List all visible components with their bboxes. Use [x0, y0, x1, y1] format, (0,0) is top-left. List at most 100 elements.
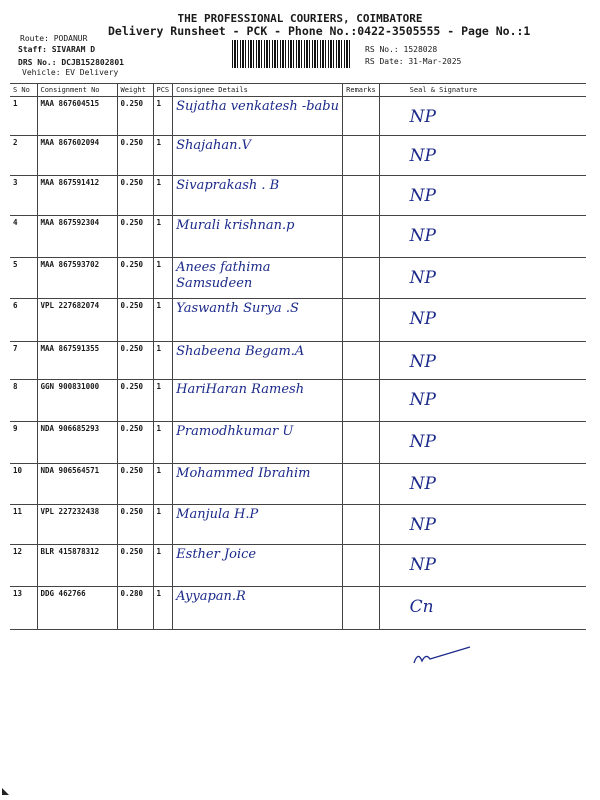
serial-number: 5	[10, 257, 37, 299]
signature: NP	[378, 96, 586, 136]
consignment-number: MAA 867592304	[36, 215, 117, 258]
consignee-name: Ayyapan.R	[172, 586, 343, 630]
drs-number: DRS No.: DCJB152802801	[18, 58, 124, 67]
signature: NP	[378, 257, 586, 299]
table-row: 9 NDA 906685293 0.250 1 Pramodhkumar U NP	[10, 421, 586, 464]
col-consignment: Consignment No	[36, 83, 117, 97]
signature: NP	[378, 379, 586, 422]
consignee-name: Sivaprakash . B	[172, 175, 343, 216]
table-row: 10 NDA 906564571 0.250 1 Mohammed Ibrahim NP	[10, 463, 586, 505]
rs-number: RS No.: 1528028	[365, 45, 438, 54]
table-row: 5 MAA 867593702 0.250 1 Anees fathima Samsud…	[10, 257, 586, 299]
serial-number: 4	[10, 215, 37, 258]
consignment-number: DDG 462766	[36, 586, 117, 630]
table-row: 6 VPL 227682074 0.250 1 Yaswanth Surya .S NP	[10, 298, 586, 342]
weight: 0.250	[116, 379, 153, 422]
serial-number: 7	[10, 341, 37, 380]
signature: NP	[378, 215, 586, 258]
consignment-number: MAA 867604515	[36, 96, 117, 136]
serial-number: 1	[10, 96, 37, 136]
consignment-number: VPL 227682074	[36, 298, 117, 342]
consignment-number: MAA 867591355	[36, 341, 117, 380]
consignment-number: MAA 867591412	[36, 175, 117, 216]
table-row: 7 MAA 867591355 0.250 1 Shabeena Begam.A NP	[10, 341, 586, 380]
company-title: THE PROFESSIONAL COURIERS, COIMBATORE	[177, 12, 423, 25]
signature: NP	[378, 544, 586, 587]
corner-mark	[2, 788, 9, 795]
serial-number: 3	[10, 175, 37, 216]
consignment-number: MAA 867593702	[36, 257, 117, 299]
remarks	[342, 135, 380, 176]
table-row: 8 GGN 900831000 0.250 1 HariHaran Ramesh NP	[10, 379, 586, 422]
consignee-name: Shabeena Begam.A	[172, 341, 343, 380]
serial-number: 2	[10, 135, 37, 176]
table-header: S No Consignment No Weight PCS Consignee…	[10, 83, 586, 97]
signature: NP	[378, 421, 586, 464]
remarks	[342, 544, 380, 587]
weight: 0.250	[116, 135, 153, 176]
consignment-number: NDA 906564571	[36, 463, 117, 505]
handwritten-signature-scribble	[413, 646, 471, 664]
staff: Staff: SIVARAM D	[18, 45, 96, 54]
consignee-name: Murali krishnan.p	[172, 215, 343, 258]
pieces: 1	[152, 135, 173, 176]
remarks	[342, 175, 380, 216]
remarks	[342, 341, 380, 380]
pieces: 1	[152, 379, 173, 422]
pieces: 1	[152, 257, 173, 299]
table-row: 1 MAA 867604515 0.250 1 Sujatha venkatesh -b…	[10, 96, 586, 136]
signature: NP	[378, 298, 586, 342]
pieces: 1	[152, 341, 173, 380]
col-consignee: Consignee Details	[172, 83, 343, 97]
weight: 0.250	[116, 421, 153, 464]
barcode	[232, 40, 352, 68]
col-signature: Seal & Signature	[378, 83, 586, 97]
route: Route: PODANUR	[20, 34, 88, 43]
remarks	[342, 379, 380, 422]
runsheet-subtitle: Delivery Runsheet - PCK - Phone No.:0422…	[108, 24, 531, 38]
serial-number: 10	[10, 463, 37, 505]
weight: 0.250	[116, 544, 153, 587]
weight: 0.250	[116, 504, 153, 545]
signature: Cn	[378, 586, 586, 630]
signature: NP	[378, 175, 586, 216]
consignee-name: Mohammed Ibrahim	[172, 463, 343, 505]
pieces: 1	[152, 544, 173, 587]
signature: NP	[378, 504, 586, 545]
signature: NP	[378, 341, 586, 380]
runsheet-table: S No Consignment No Weight PCS Consignee…	[10, 83, 586, 630]
weight: 0.250	[116, 298, 153, 342]
serial-number: 8	[10, 379, 37, 422]
col-remarks: Remarks	[342, 83, 380, 97]
serial-number: 11	[10, 504, 37, 545]
consignee-name: Esther Joice	[172, 544, 343, 587]
table-row: 3 MAA 867591412 0.250 1 Sivaprakash . B NP	[10, 175, 586, 216]
consignee-name: Manjula H.P	[172, 504, 343, 545]
serial-number: 13	[10, 586, 37, 630]
pieces: 1	[152, 421, 173, 464]
serial-number: 6	[10, 298, 37, 342]
weight: 0.280	[116, 586, 153, 630]
pieces: 1	[152, 96, 173, 136]
table-row: 2 MAA 867602094 0.250 1 Shajahan.V NP	[10, 135, 586, 176]
consignment-number: GGN 900831000	[36, 379, 117, 422]
consignee-name: Shajahan.V	[172, 135, 343, 176]
pieces: 1	[152, 298, 173, 342]
col-weight: Weight	[116, 83, 153, 97]
consignee-name: Anees fathima Samsudeen	[172, 257, 343, 299]
pieces: 1	[152, 463, 173, 505]
serial-number: 9	[10, 421, 37, 464]
pieces: 1	[152, 215, 173, 258]
weight: 0.250	[116, 341, 153, 380]
remarks	[342, 586, 380, 630]
consignee-name: HariHaran Ramesh	[172, 379, 343, 422]
remarks	[342, 463, 380, 505]
weight: 0.250	[116, 96, 153, 136]
remarks	[342, 421, 380, 464]
weight: 0.250	[116, 463, 153, 505]
remarks	[342, 504, 380, 545]
table-row: 4 MAA 867592304 0.250 1 Murali krishnan.p NP	[10, 215, 586, 258]
consignee-name: Pramodhkumar U	[172, 421, 343, 464]
pieces: 1	[152, 175, 173, 216]
pieces: 1	[152, 504, 173, 545]
